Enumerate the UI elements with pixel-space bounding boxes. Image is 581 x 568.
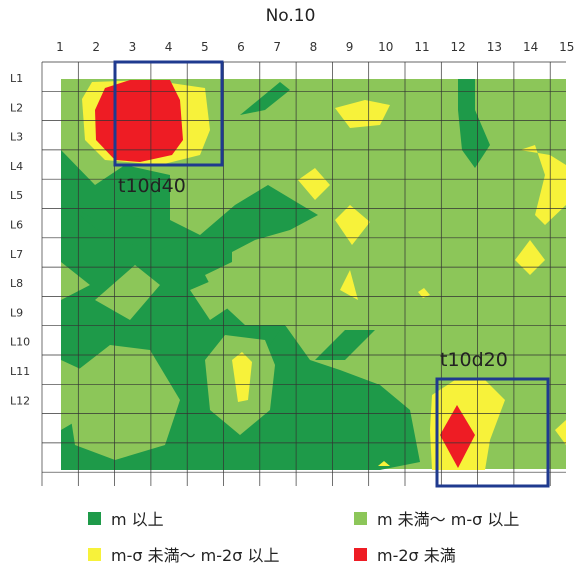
annotation-box-t10d20 (435, 377, 550, 488)
x-tick-label: 9 (346, 40, 354, 54)
x-tick-label: 3 (129, 40, 137, 54)
x-tick-labels: 1 2 3 4 5 6 7 8 9 10 11 12 13 14 15 (56, 40, 574, 54)
region-yellow-mid-3 (340, 270, 358, 300)
legend-swatch-dark-green (88, 511, 101, 525)
legend-label: m-σ 未満～ m-2σ 以上 (111, 546, 280, 565)
region-dark-green-right-arm (315, 330, 375, 360)
legend-swatch-yellow (88, 547, 101, 561)
regions-light-green-islands (65, 265, 275, 460)
regions-red (95, 80, 475, 468)
legend-item-dark-green: m 以上 (88, 506, 164, 530)
y-tick-label: L6 (10, 219, 23, 232)
region-yellow-dot (418, 288, 430, 298)
x-tick-label: 2 (92, 40, 100, 54)
legend-item-yellow: m-σ 未満～ m-2σ 以上 (88, 542, 279, 566)
x-tick-label: 14 (523, 40, 538, 54)
y-tick-label: L12 (10, 394, 30, 407)
x-tick-label: 6 (237, 40, 245, 54)
chart-title: No.10 (265, 6, 316, 26)
x-tick-label: 1 (56, 40, 64, 54)
region-yellow-top-center (335, 100, 390, 128)
y-tick-label: L2 (10, 101, 23, 114)
y-tick-label: L5 (10, 189, 23, 202)
y-tick-label: L7 (10, 248, 23, 261)
y-tick-label: L11 (10, 365, 30, 378)
legend-label: m 未満～ m-σ 以上 (377, 510, 520, 529)
region-red-top-left (95, 80, 183, 162)
region-yellow-right-mid (515, 240, 545, 275)
region-yellow-bottom-tiny (378, 461, 390, 466)
region-yellow-island (232, 352, 252, 402)
legend-swatch-red (354, 547, 367, 561)
y-tick-label: L8 (10, 277, 23, 290)
x-tick-label: 4 (165, 40, 173, 54)
annotation-label-t10d40: t10d40 (118, 175, 186, 197)
island-light-green-3 (95, 265, 160, 320)
y-tick-label: L3 (10, 131, 23, 144)
grid (41, 61, 566, 486)
island-light-green-4 (190, 275, 240, 320)
y-tick-label: L9 (10, 306, 23, 319)
region-yellow-right-edge (520, 145, 566, 225)
legend-item-red: m-2σ 未満 (354, 542, 456, 566)
x-tick-label: 11 (414, 40, 429, 54)
x-tick-label: 13 (487, 40, 502, 54)
legend-label: m-2σ 未満 (377, 546, 456, 565)
y-tick-label: L4 (10, 160, 23, 173)
region-red-bottom-right (440, 405, 475, 468)
x-tick-label: 8 (310, 40, 318, 54)
x-tick-label: 12 (451, 40, 466, 54)
region-dark-green-top-right (458, 79, 490, 168)
region-dark-green-top-center (240, 82, 290, 115)
x-tick-label: 10 (378, 40, 393, 54)
annotation-box-t10d40 (113, 60, 224, 167)
legend-label: m 以上 (111, 510, 164, 529)
y-tick-labels: L1 L2 L3 L4 L5 L6 L7 L8 L9 L10 L11 L12 (10, 72, 30, 407)
region-yellow-right-small (555, 420, 566, 445)
island-light-green-2 (65, 345, 180, 460)
x-tick-label: 15 (559, 40, 574, 54)
y-tick-label: L1 (10, 72, 23, 85)
legend-item-light-green: m 未満～ m-σ 以上 (354, 506, 519, 530)
x-tick-label: 7 (273, 40, 281, 54)
y-tick-label: L10 (10, 336, 30, 349)
annotation-label-t10d20: t10d20 (440, 349, 508, 371)
x-tick-label: 5 (201, 40, 209, 54)
legend-swatch-light-green (354, 511, 367, 525)
region-yellow-mid-2 (335, 205, 370, 245)
region-yellow-mid-1 (298, 168, 330, 200)
